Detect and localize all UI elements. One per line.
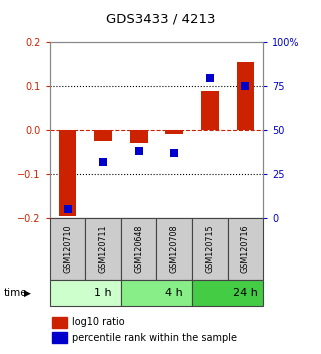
Text: GDS3433 / 4213: GDS3433 / 4213 bbox=[106, 12, 215, 25]
Text: GSM120648: GSM120648 bbox=[134, 224, 143, 273]
Text: GSM120716: GSM120716 bbox=[241, 224, 250, 273]
Text: log10 ratio: log10 ratio bbox=[72, 317, 125, 327]
Point bbox=[136, 148, 141, 154]
Point bbox=[243, 84, 248, 89]
Bar bbox=[52, 318, 67, 328]
Text: 1 h: 1 h bbox=[94, 288, 112, 298]
Bar bbox=[85, 218, 121, 280]
Text: percentile rank within the sample: percentile rank within the sample bbox=[72, 332, 237, 343]
Bar bbox=[237, 62, 254, 130]
Bar bbox=[192, 218, 228, 280]
Point bbox=[172, 150, 177, 156]
Text: GSM120711: GSM120711 bbox=[99, 224, 108, 273]
Point bbox=[207, 75, 213, 80]
Bar bbox=[121, 280, 192, 306]
Bar bbox=[94, 130, 112, 141]
Text: GSM120715: GSM120715 bbox=[205, 224, 214, 273]
Text: GSM120710: GSM120710 bbox=[63, 224, 72, 273]
Bar bbox=[52, 332, 67, 343]
Bar bbox=[50, 280, 121, 306]
Text: ▶: ▶ bbox=[24, 289, 31, 298]
Point bbox=[100, 159, 106, 165]
Text: 24 h: 24 h bbox=[233, 288, 258, 298]
Text: time: time bbox=[3, 288, 27, 298]
Bar bbox=[59, 130, 76, 216]
Bar bbox=[156, 218, 192, 280]
Text: 4 h: 4 h bbox=[165, 288, 183, 298]
Bar bbox=[192, 280, 263, 306]
Bar bbox=[121, 218, 156, 280]
Bar bbox=[165, 130, 183, 133]
Bar bbox=[201, 91, 219, 130]
Point bbox=[65, 206, 70, 212]
Bar bbox=[50, 218, 85, 280]
Text: GSM120708: GSM120708 bbox=[170, 224, 179, 273]
Bar bbox=[228, 218, 263, 280]
Bar bbox=[130, 130, 148, 143]
